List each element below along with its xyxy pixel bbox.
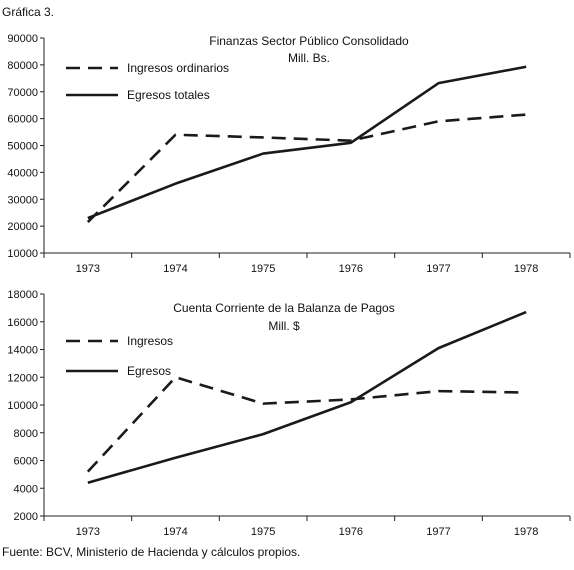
series-line-2: [87, 65, 527, 220]
x-tick-label: 1977: [426, 263, 450, 275]
legend-label-2: Egresos: [127, 364, 171, 378]
legend-label-2: Egresos totales: [127, 88, 210, 102]
x-tick-label: 1976: [339, 526, 363, 538]
y-tick-label: 10000: [7, 400, 38, 412]
x-tick-label: 1974: [163, 526, 187, 538]
y-tick-label: 16000: [7, 317, 38, 329]
y-tick-label: 2000: [14, 511, 38, 523]
figure-caption: Gráfica 3.: [2, 5, 55, 19]
chart-title: Cuenta Corriente de la Balanza de Pagos: [173, 301, 394, 315]
x-tick-label: 1975: [251, 526, 275, 538]
chart-1: 10000 20000 30000 40000 50000 60000 70000 80000…: [7, 33, 571, 275]
x-tick-label: 1978: [514, 263, 538, 275]
y-tick-label: 10000: [7, 248, 38, 260]
chart-subtitle: Mill. $: [268, 319, 300, 333]
x-tick-label: 1977: [426, 526, 450, 538]
y-tick-label: 12000: [7, 372, 38, 384]
x-tick-label: 1976: [339, 263, 363, 275]
series-line-2: [87, 310, 527, 484]
x-tick-label: 1974: [163, 263, 187, 275]
series-line-1: [86, 375, 527, 473]
y-tick-label: 80000: [7, 60, 38, 72]
y-tick-label: 18000: [7, 289, 38, 301]
y-tick-label: 50000: [7, 141, 38, 153]
y-tick-label: 70000: [7, 87, 38, 99]
y-tick-label: 30000: [7, 194, 38, 206]
x-tick-label: 1973: [76, 526, 100, 538]
chart-2: 2000 4000 6000 8000 10000 12000 14000 16000 1800…: [7, 289, 571, 538]
chart-title: Finanzas Sector Público Consolidado: [209, 34, 409, 48]
y-tick-label: 90000: [7, 33, 38, 45]
y-tick-label: 4000: [14, 483, 38, 495]
x-tick-label: 1973: [76, 263, 100, 275]
series-line-1: [86, 113, 527, 224]
y-tick-label: 6000: [14, 456, 38, 468]
y-tick-label: 14000: [7, 345, 38, 357]
y-tick-label: 8000: [14, 428, 38, 440]
x-tick-label: 1978: [514, 526, 538, 538]
legend-label-1: Ingresos: [127, 334, 173, 348]
chart-subtitle: Mill. Bs.: [288, 51, 330, 65]
source-note: Fuente: BCV, Ministerio de Hacienda y cá…: [2, 545, 301, 559]
x-tick-label: 1975: [251, 263, 275, 275]
y-tick-label: 60000: [7, 114, 38, 126]
y-tick-label: 40000: [7, 167, 38, 179]
y-tick-label: 20000: [7, 221, 38, 233]
legend-label-1: Ingresos ordinarios: [127, 61, 229, 75]
